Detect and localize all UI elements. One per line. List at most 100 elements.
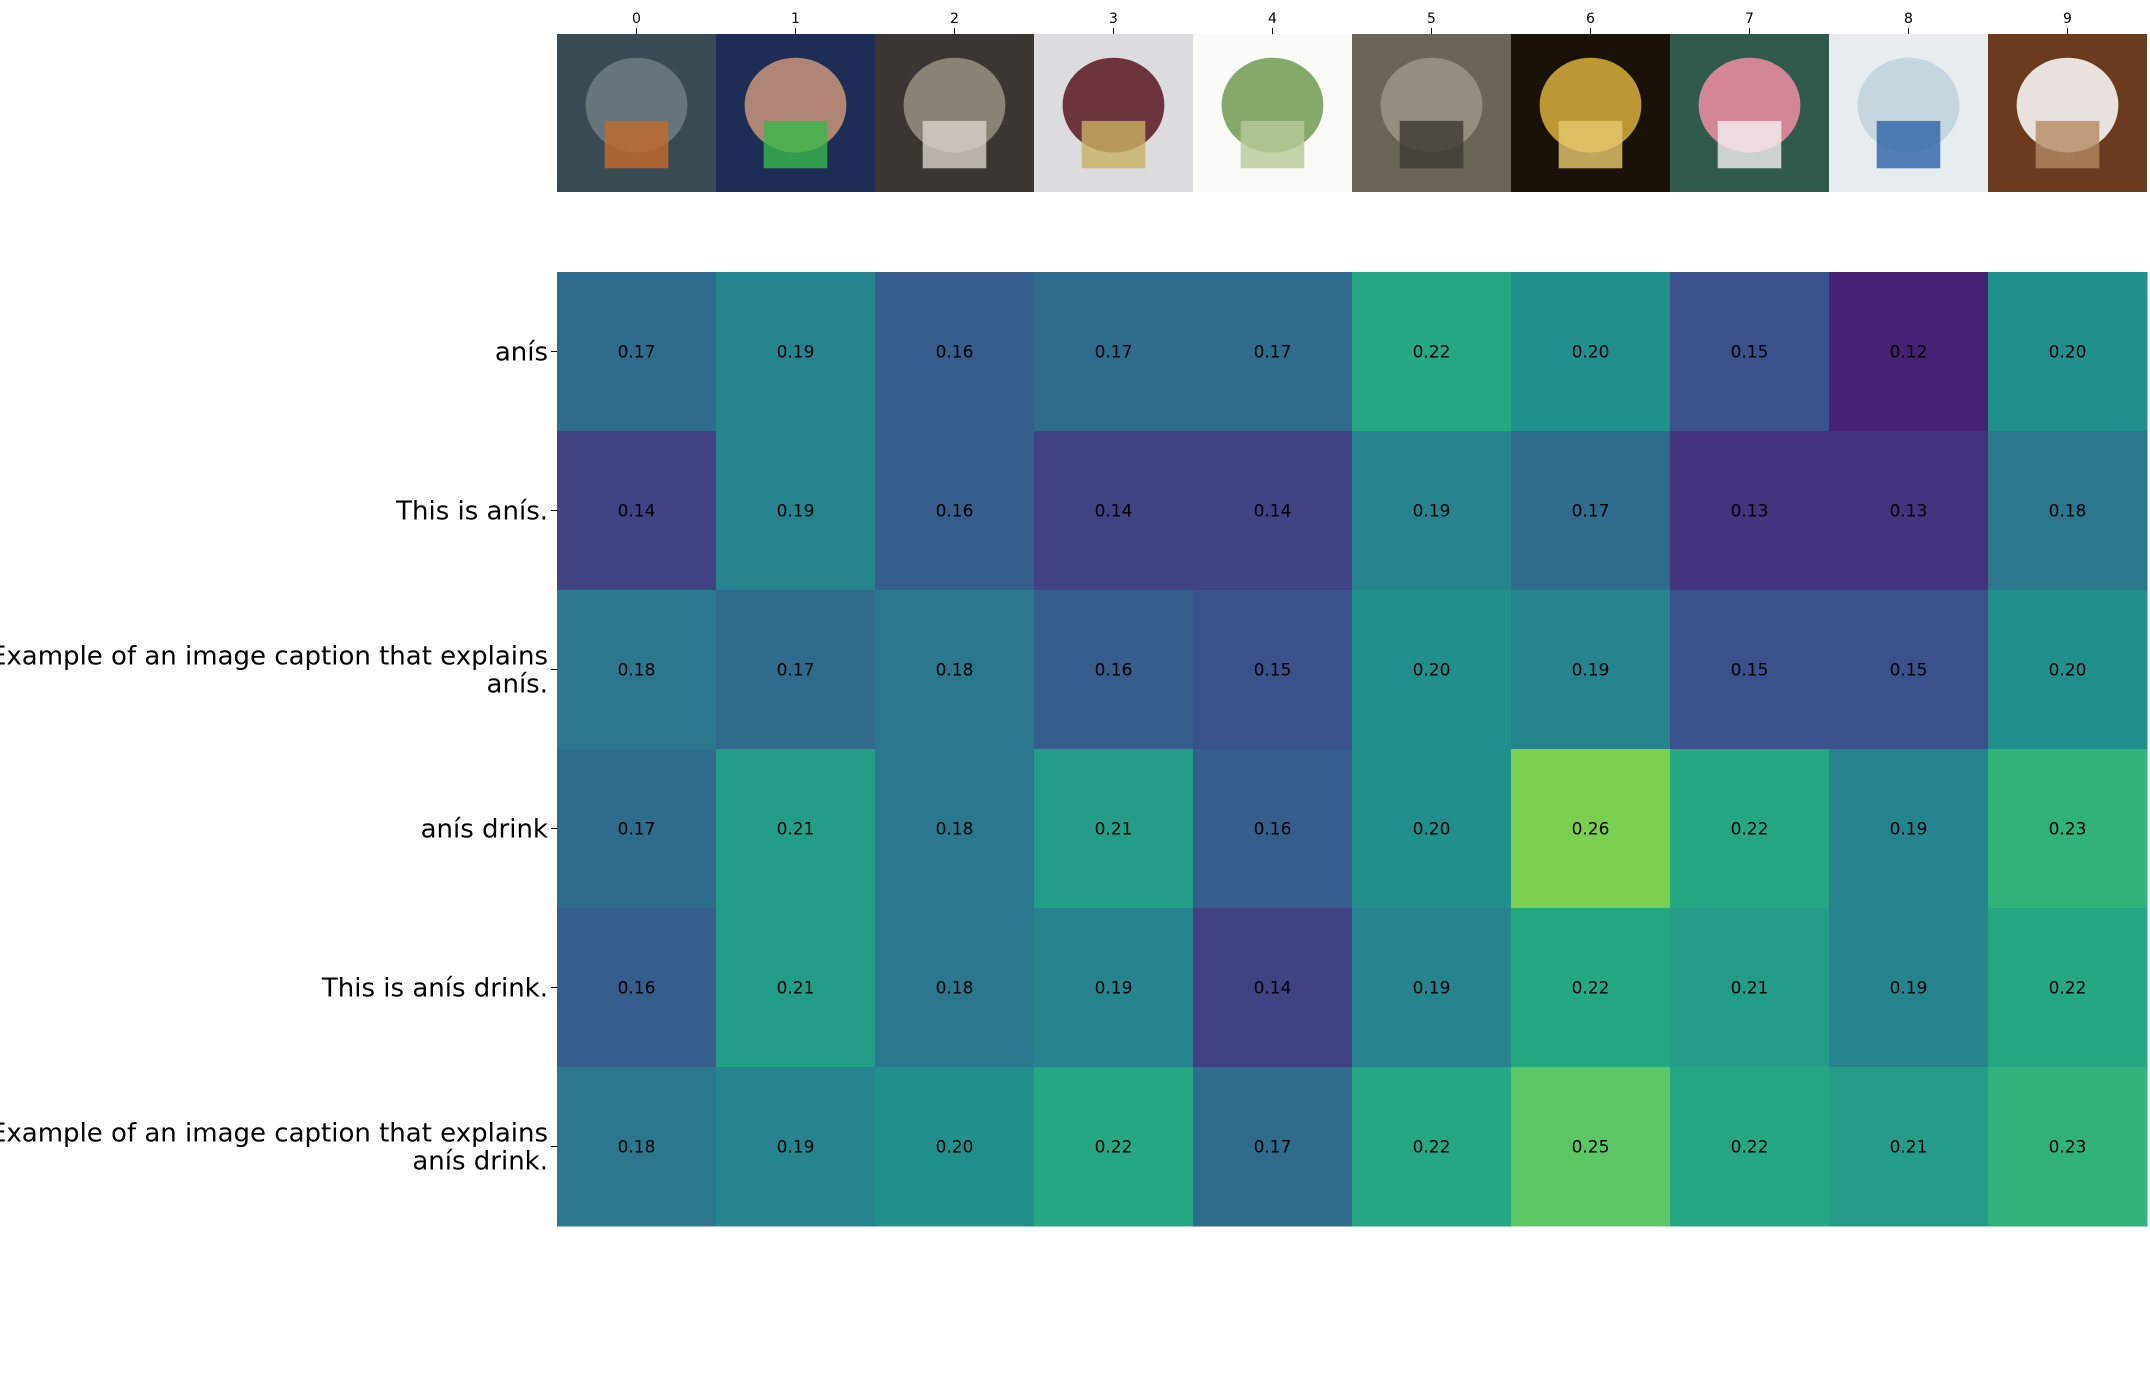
cell-value-label: 0.18 [618,661,656,681]
thumbnail-coffee-cup-on-saucer [1988,34,2147,192]
cell-value-label: 0.19 [1413,502,1451,522]
heatmap-cell [875,431,1035,591]
heatmap-cell [1988,908,2148,1068]
cell-value-label: 0.20 [936,1138,974,1158]
cell-value-label: 0.18 [618,1138,656,1158]
cell-value-label: 0.20 [1413,820,1451,840]
heatmap-cell [1352,590,1512,750]
row-labels: anís This is anís. Example of an image cap… [0,338,557,1177]
cell-value-label: 0.18 [936,820,974,840]
cell-value-label: 0.14 [1095,502,1133,522]
cell-value-label: 0.15 [1890,661,1928,681]
cell-value-label: 0.19 [1572,661,1610,681]
heatmap-cell [557,749,717,909]
cell-value-label: 0.17 [618,343,656,363]
cell-value-label: 0.18 [2049,502,2087,522]
heatmap-grid: 0.17 0.19 0.16 0.17 0.17 0.22 0.20 0.15 0.12 0.20… [557,272,2148,1227]
cell-value-label: 0.16 [618,979,656,999]
heatmap-cell [1829,272,1989,432]
heatmap-cell [1670,749,1830,909]
heatmap-cell [1988,590,2148,750]
cell-value-label: 0.20 [1572,343,1610,363]
thumbnail-hand-holding-yellow-cocktail [1511,34,1670,192]
thumbnail-pot-of-boiling-liquid-over-fire [557,34,716,192]
cell-value-label: 0.19 [1890,979,1928,999]
row-label: anís drink. [412,1147,548,1177]
heatmap-cell [716,431,876,591]
column-tick-label: 1 [791,11,800,27]
heatmap-cell [1034,431,1194,591]
image-thumbnails: 0 1 2 3 4 5 6 7 8 9 [557,11,2147,192]
heatmap-cell [1988,749,2148,909]
cell-value-label: 0.25 [1572,1138,1610,1158]
cell-value-label: 0.21 [777,820,815,840]
cell-value-label: 0.17 [1095,343,1133,363]
heatmap-cell [1988,1067,2148,1227]
heatmap-cell [1988,272,2148,432]
column-tick-label: 9 [2063,11,2072,27]
heatmap-cell [1193,431,1353,591]
thumbnail-pink-drink-in-plastic-cup [1670,34,1829,192]
heatmap-cell [1511,908,1671,1068]
row-label: anís [495,338,548,368]
heatmap-cell [557,272,717,432]
cell-value-label: 0.15 [1254,661,1292,681]
cell-value-label: 0.14 [1254,979,1292,999]
cell-value-label: 0.15 [1731,343,1769,363]
heatmap-cell [1511,431,1671,591]
cell-value-label: 0.19 [777,502,815,522]
column-tick-label: 3 [1109,11,1118,27]
column-tick-label: 2 [950,11,959,27]
heatmap-cell [1670,431,1830,591]
heatmap-cell [1829,1067,1989,1227]
heatmap-cell [1511,1067,1671,1227]
heatmap-cell [1670,590,1830,750]
cell-value-label: 0.20 [1413,661,1451,681]
thumbnail-two-glasses-dark-and-light-liquid [1034,34,1193,192]
cell-value-label: 0.17 [1254,343,1292,363]
cell-value-label: 0.12 [1890,343,1928,363]
cell-value-label: 0.17 [618,820,656,840]
row-label: anís. [487,670,548,700]
cell-value-label: 0.19 [777,1138,815,1158]
cell-value-label: 0.18 [936,661,974,681]
column-tick-label: 8 [1904,11,1913,27]
heatmap-cell [1034,590,1194,750]
thumbnail-man-drinking-red-drink-from-glass [716,34,875,192]
heatmap-cell [1511,749,1671,909]
heatmap-cell [1511,590,1671,750]
column-tick-label: 7 [1745,11,1754,27]
heatmap-cell [1670,908,1830,1068]
heatmap-cell [1829,908,1989,1068]
heatmap-cell [1193,272,1353,432]
cell-value-label: 0.22 [1095,1138,1133,1158]
heatmap-cell [716,908,876,1068]
heatmap-cell [716,1067,876,1227]
heatmap-cell [1352,1067,1512,1227]
heatmap-cell [1193,590,1353,750]
cell-value-label: 0.22 [1413,343,1451,363]
heatmap-cell [716,272,876,432]
cell-value-label: 0.13 [1890,502,1928,522]
cell-value-label: 0.23 [2049,820,2087,840]
cell-value-label: 0.19 [1095,979,1133,999]
cell-value-label: 0.16 [936,343,974,363]
cell-value-label: 0.18 [936,979,974,999]
heatmap-cell [1352,431,1512,591]
cell-value-label: 0.13 [1731,502,1769,522]
heatmap-cell [1829,590,1989,750]
cell-value-label: 0.16 [1254,820,1292,840]
heatmap-cell [1352,908,1512,1068]
heatmap-cell [1034,272,1194,432]
cell-value-label: 0.14 [618,502,656,522]
heatmap-cell [557,590,717,750]
cell-value-label: 0.14 [1254,502,1292,522]
heatmap-cell [1193,908,1353,1068]
thumbnail-glass-bottle-with-blue-label [1829,34,1988,192]
cell-value-label: 0.15 [1731,661,1769,681]
cell-value-label: 0.21 [1890,1138,1928,1158]
heatmap-cell [1670,272,1830,432]
heatmap-cell [1511,272,1671,432]
heatmap-cell [875,590,1035,750]
heatmap-cell [716,749,876,909]
